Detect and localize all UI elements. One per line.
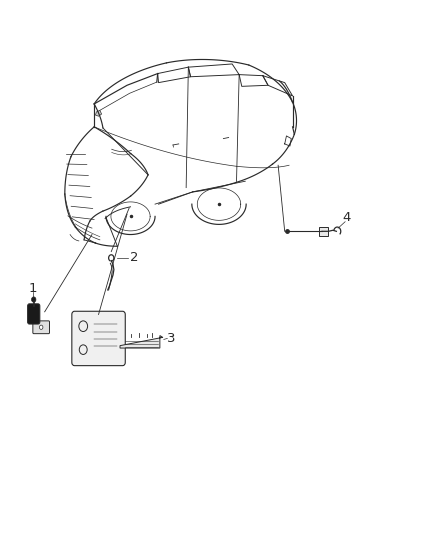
Text: 2: 2 [130, 252, 138, 264]
FancyBboxPatch shape [33, 321, 49, 334]
Polygon shape [95, 110, 102, 116]
Text: 3: 3 [166, 332, 175, 345]
Circle shape [39, 325, 43, 329]
FancyBboxPatch shape [72, 311, 125, 366]
FancyBboxPatch shape [319, 227, 328, 236]
FancyBboxPatch shape [28, 304, 40, 324]
Circle shape [32, 297, 36, 302]
Text: 4: 4 [343, 212, 351, 224]
Text: 1: 1 [29, 282, 38, 295]
Polygon shape [120, 336, 163, 348]
